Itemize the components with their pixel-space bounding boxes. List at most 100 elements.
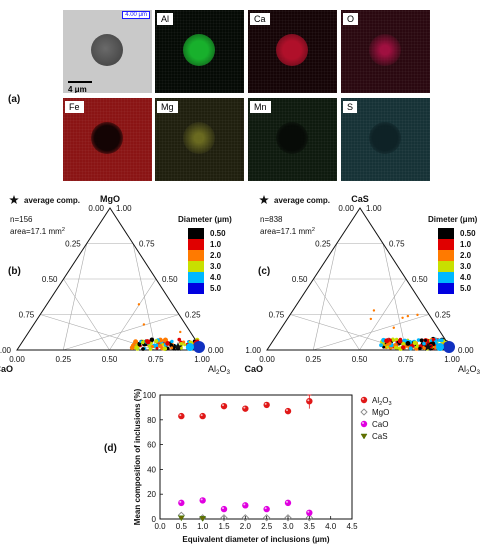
legend-marker-al2o3	[360, 396, 368, 404]
y-tick-label: 0	[152, 515, 157, 524]
inclusion-count: n=156	[10, 215, 33, 224]
panel-a-label: (a)	[8, 94, 21, 105]
inclusion-point	[416, 313, 419, 317]
element-map-s: S	[341, 98, 430, 181]
data-point-cas	[177, 515, 185, 522]
element-map-se: 4.00 μm 4 μm	[63, 10, 152, 93]
area-text: area=17.1 mm2	[10, 227, 65, 236]
data-point-al2o3	[220, 402, 228, 410]
data-point-al2o3-highlight	[307, 399, 310, 402]
legend-marker-cas	[360, 433, 368, 440]
data-point-cao	[242, 502, 249, 509]
data-point-cao-highlight	[222, 507, 224, 510]
average-star-icon	[9, 195, 19, 205]
inclusion-point	[439, 338, 444, 343]
inclusion-point	[372, 309, 376, 312]
legend-color-swatch	[188, 239, 204, 250]
bottom-tick-label: 0.50	[102, 355, 118, 364]
inclusion-point	[418, 346, 422, 351]
left-tick-label: 0.75	[269, 311, 285, 320]
right-tick-label: 0.75	[389, 240, 405, 249]
right-tick-label: 0.50	[162, 275, 178, 284]
legend-color-swatch	[438, 272, 454, 283]
inclusion-point	[142, 323, 146, 326]
inclusion-point	[391, 338, 396, 343]
left-tick-label: 0.75	[19, 311, 35, 320]
left-tick-label: 0.25	[65, 240, 81, 249]
inclusion-point	[422, 341, 426, 346]
average-legend-text: average comp.	[24, 196, 80, 205]
inclusion-point	[385, 345, 389, 349]
inclusion-point	[382, 345, 386, 349]
inclusion-point	[408, 346, 413, 351]
y-tick-label: 80	[147, 416, 156, 425]
inclusion-point	[150, 344, 154, 349]
bottom-tick-label: 0.75	[398, 355, 414, 364]
inclusion-point	[154, 339, 159, 344]
bottom-tick-label: 0.50	[352, 355, 368, 364]
inclusion-point	[392, 326, 395, 329]
inclusion-point	[137, 342, 142, 347]
inclusion-point	[401, 316, 404, 319]
data-point-mgo	[220, 514, 228, 522]
data-point-al2o3-highlight	[264, 402, 267, 405]
ternary-gridline	[63, 278, 110, 351]
panel_b-ternary: 0.00 0.25 0.50 0.75 1.00 1.00 0.75 0.50 0.25 0.00…	[0, 194, 232, 376]
right-tick-label: 1.00	[366, 204, 382, 213]
data-point-cao-highlight	[307, 510, 310, 513]
right-tick-label: 0.75	[139, 240, 155, 249]
inclusion-point	[165, 341, 171, 346]
inclusion-point	[405, 341, 411, 346]
right-tick-label: 1.00	[116, 204, 132, 213]
legend-marker-al2o3-highlight	[362, 398, 364, 400]
left-tick-label: 1.00	[245, 346, 261, 355]
element-map-mn: Mn	[248, 98, 337, 181]
x-tick-label: 0.0	[154, 522, 166, 531]
data-point-al2o3-highlight	[179, 414, 182, 417]
data-point-cao	[306, 509, 313, 516]
inclusion-point	[148, 347, 153, 351]
inclusion-point	[145, 339, 151, 345]
legend-diameter-label: 0.50	[210, 229, 226, 238]
right-tick-label: 0.25	[185, 311, 201, 320]
inclusion-point	[129, 345, 135, 351]
data-point-al2o3	[178, 412, 185, 420]
right-tick-label: 0.00	[208, 346, 224, 355]
left-tick-label: 0.00	[88, 204, 104, 213]
inclusion-count: n=838	[260, 215, 283, 224]
inclusion-point	[406, 314, 410, 318]
inclusion-point	[159, 338, 164, 343]
inclusion-spot	[276, 34, 308, 66]
inclusion-point	[170, 339, 174, 344]
x-tick-label: 2.5	[261, 522, 273, 531]
bottom-tick-label: 0.00	[9, 355, 25, 364]
data-point-al2o3-highlight	[286, 409, 288, 412]
scale-label-bottom: 4 μm	[68, 85, 87, 93]
legend-diameter-label: 4.0	[460, 273, 472, 282]
inclusion-point	[155, 346, 159, 350]
element-map-o: O	[341, 10, 430, 93]
plot-frame	[159, 394, 353, 520]
inclusion-point	[436, 343, 444, 351]
inclusion-spot	[369, 34, 401, 66]
x-tick-label: 1.5	[218, 522, 230, 531]
y-axis-label: Mean composition of inclusions (%)	[133, 388, 142, 525]
data-point-mgo	[305, 514, 313, 522]
x-tick-label: 4.0	[325, 522, 337, 531]
left-corner-label: CaO	[244, 364, 263, 374]
inclusion-point	[186, 343, 194, 351]
data-point-al2o3	[199, 412, 206, 420]
data-point-al2o3	[263, 401, 270, 409]
data-point-cao-highlight	[200, 498, 203, 501]
data-point-cao	[263, 505, 270, 513]
inclusion-point	[419, 338, 424, 343]
x-tick-label: 0.5	[176, 522, 188, 531]
legend-diameter-label: 1.0	[210, 240, 222, 249]
left-tick-label: 0.25	[315, 240, 331, 249]
x-tick-label: 1.0	[197, 522, 209, 531]
right-tick-label: 0.25	[435, 311, 451, 320]
composition-chart: (d) 0.0 0.5 1.0 1.5 2.0 2.5 3.0 3.5 4.0 4.5 0 20 40 60…	[104, 388, 392, 544]
legend-color-swatch	[188, 250, 204, 261]
ternary-outline	[16, 207, 203, 351]
legend-diameter-label: 2.0	[460, 251, 472, 260]
